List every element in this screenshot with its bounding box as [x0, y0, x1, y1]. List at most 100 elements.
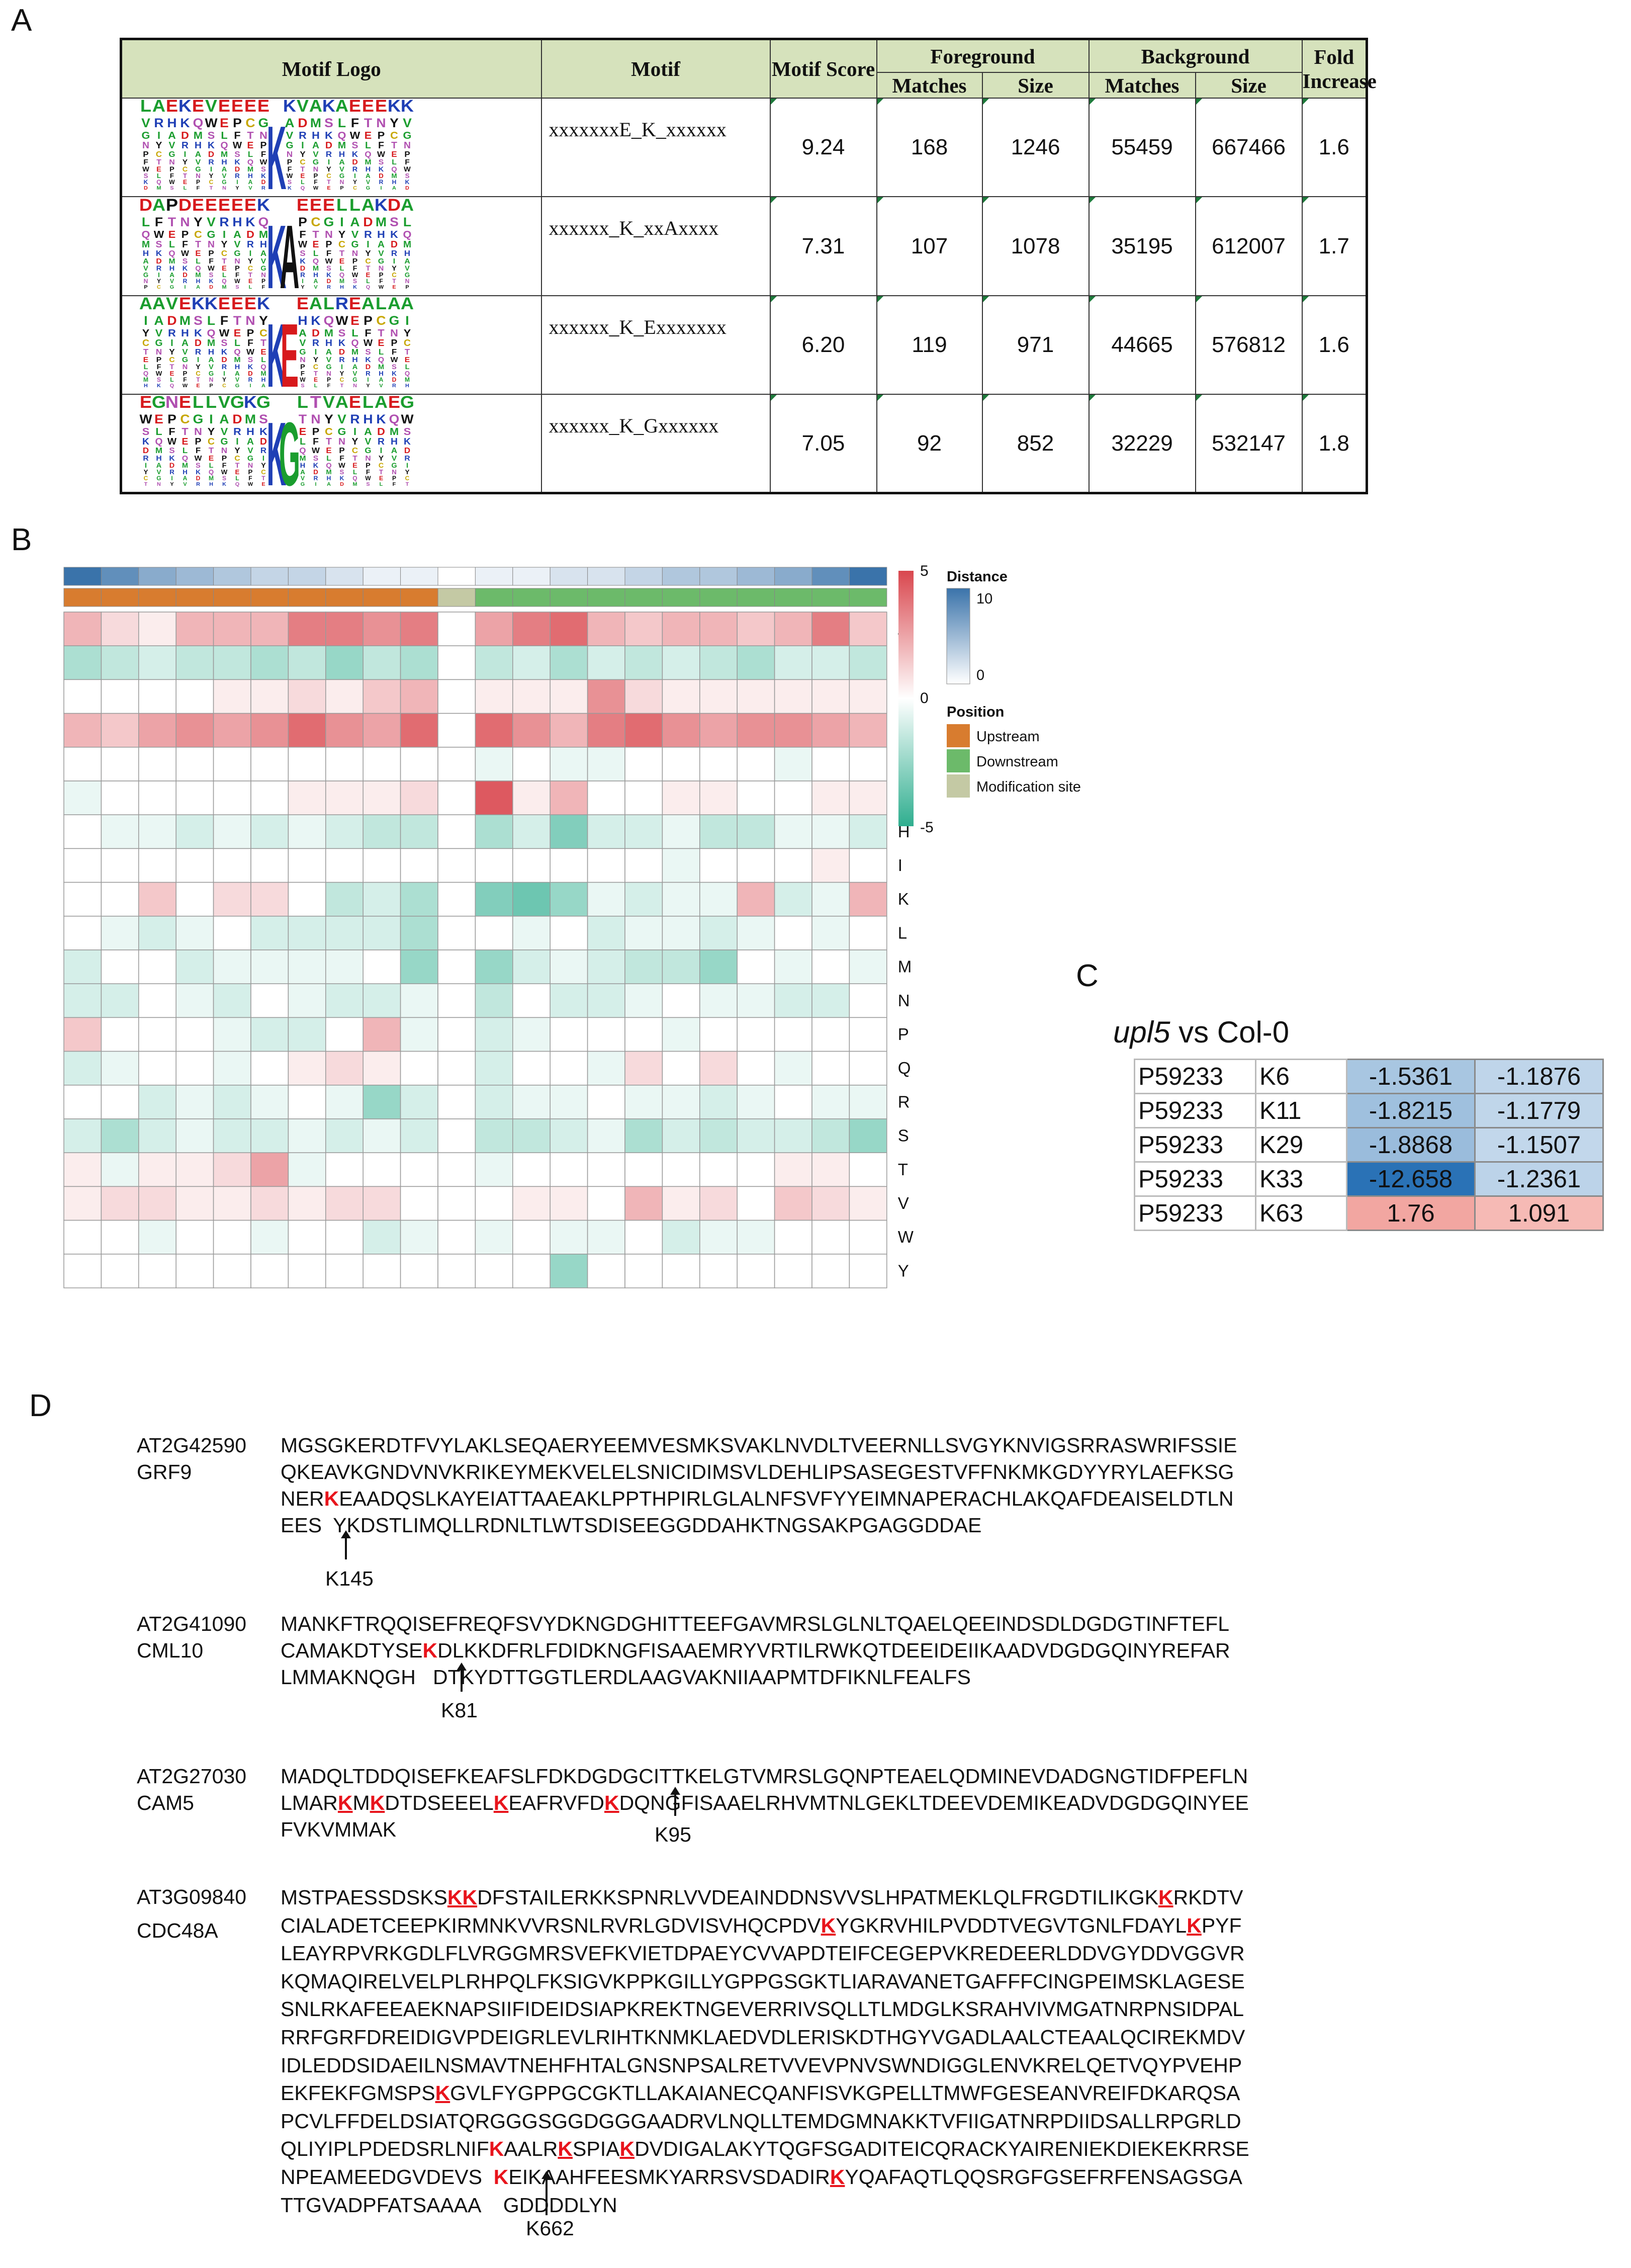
svg-text:E: E	[350, 314, 359, 327]
svg-text:G: G	[313, 158, 319, 166]
fg-matches: 92	[876, 394, 983, 494]
heatmap-cell	[175, 848, 214, 883]
svg-text:W: W	[221, 468, 228, 476]
heatmap-cell	[213, 1254, 251, 1288]
heatmap-cell	[699, 848, 738, 883]
svg-text:T: T	[144, 481, 148, 487]
svg-text:M: M	[234, 356, 240, 364]
protein-id: P59233	[1134, 1161, 1256, 1197]
heatmap-cell	[811, 713, 850, 748]
svg-text:I: I	[367, 239, 369, 249]
heatmap-cell	[699, 679, 738, 714]
svg-text:C: C	[353, 185, 357, 191]
heatmap-cell	[101, 612, 139, 646]
heatmap-cell	[325, 1017, 364, 1052]
svg-text:P: P	[366, 461, 371, 469]
heatmap-cell	[662, 1051, 700, 1086]
sequence-line: LMMAKNQGH DTKYDTTGGTLERDLAAGVAKNIIAAPMTD…	[281, 1664, 1230, 1691]
logo-center-letter: K	[267, 404, 287, 491]
svg-text:I: I	[210, 165, 212, 173]
heatmap-cell	[849, 747, 887, 781]
svg-text:F: F	[170, 172, 174, 180]
motif-pattern-value: xxxxxx_K_Gxxxxxx	[549, 414, 719, 438]
heatmap-cell	[475, 1152, 513, 1187]
svg-text:A: A	[404, 257, 410, 266]
cell-marker	[982, 98, 989, 105]
svg-text:K: K	[209, 278, 214, 285]
svg-text:A: A	[222, 165, 227, 173]
heatmap-cell	[624, 882, 663, 917]
svg-text:F: F	[209, 257, 214, 266]
svg-text:Q: Q	[352, 475, 357, 482]
svg-text:C: C	[300, 158, 305, 166]
svg-text:H: H	[248, 172, 253, 180]
cell-marker	[982, 296, 989, 302]
svg-text:W: W	[169, 179, 175, 186]
svg-text:E: E	[314, 377, 318, 383]
bg-size: 612007	[1195, 196, 1303, 296]
svg-text:C: C	[325, 426, 333, 437]
svg-text:L: L	[313, 249, 318, 258]
header-bg-size: Size	[1195, 72, 1303, 99]
heatmap-cell	[550, 612, 588, 646]
cell-marker	[1089, 98, 1096, 105]
motif-logo-image: LVGNPFWSKDARIYCTELQMEHAVGNPFWSKKDRIYCTEL…	[140, 100, 414, 195]
heatmap-cell	[737, 679, 775, 714]
svg-text:L: L	[234, 337, 240, 347]
heatmap-cell	[175, 679, 214, 714]
heatmap-cell	[624, 1152, 663, 1187]
position-annotation-cell	[624, 588, 663, 607]
motif-score-value: 7.05	[801, 430, 845, 456]
heatmap-cell	[63, 645, 102, 680]
svg-text:I: I	[157, 130, 160, 141]
heatmap-cell	[250, 949, 289, 984]
cell-marker	[982, 197, 989, 204]
svg-text:V: V	[366, 179, 370, 186]
svg-text:D: D	[388, 199, 401, 215]
heatmap-cell	[512, 612, 551, 646]
modified-lysine: K	[604, 1791, 619, 1814]
svg-text:Y: Y	[301, 284, 304, 290]
ratio-value-1: -1.8215	[1346, 1093, 1476, 1128]
fg-size-value: 1078	[1011, 233, 1060, 258]
heatmap-cell	[213, 645, 251, 680]
svg-text:I: I	[197, 356, 199, 364]
bg-matches: 55459	[1088, 97, 1196, 198]
gene-id: AT2G27030	[137, 1765, 247, 1788]
svg-text:V: V	[235, 377, 239, 383]
svg-text:I: I	[171, 475, 172, 482]
sequence-segment: LMAR	[281, 1791, 338, 1814]
svg-text:S: S	[157, 377, 161, 383]
heatmap-cell	[849, 679, 887, 714]
heatmap-cell	[512, 1152, 551, 1187]
svg-text:G: G	[326, 363, 331, 371]
svg-text:V: V	[169, 140, 175, 150]
svg-text:T: T	[195, 239, 201, 249]
svg-text:F: F	[314, 179, 317, 186]
heatmap-cell	[587, 949, 625, 984]
svg-text:Q: Q	[258, 215, 269, 229]
svg-text:S: S	[353, 278, 357, 285]
sequence-line: QKEAVKGNDVNVKRIKEYMEKVELELSNICIDIMSVLDEH…	[281, 1459, 1237, 1486]
svg-text:C: C	[234, 454, 240, 463]
svg-text:W: W	[205, 117, 218, 130]
modified-lysine: KK	[447, 1886, 478, 1909]
legend-position-title: Position	[947, 704, 1004, 720]
ratio-value-1: -1.5361	[1346, 1059, 1476, 1094]
heatmap-cell	[587, 1254, 625, 1288]
protein-sequence: MSTPAESSDSKSKKDFSTAILERKKSPNRLVVDEAINDDN…	[281, 1884, 1249, 2219]
heatmap-cell	[400, 645, 438, 680]
modified-lysine: K	[619, 2137, 635, 2161]
svg-text:N: N	[390, 327, 398, 338]
heatmap-cell	[512, 1219, 551, 1255]
position-annotation-cell	[138, 588, 176, 607]
svg-text:S: S	[156, 239, 162, 249]
svg-text:W: W	[219, 327, 230, 338]
svg-text:A: A	[326, 347, 332, 357]
heatmap-cell	[512, 713, 551, 748]
svg-text:M: M	[378, 363, 384, 371]
heatmap-cell	[437, 1085, 476, 1119]
svg-text:G: G	[366, 185, 370, 191]
heatmap-cell	[175, 983, 214, 1018]
sequence-segment: DVDIGALAKYTQGFSGADITEICQRACKYAIRENIEKDIE…	[635, 2137, 1249, 2161]
